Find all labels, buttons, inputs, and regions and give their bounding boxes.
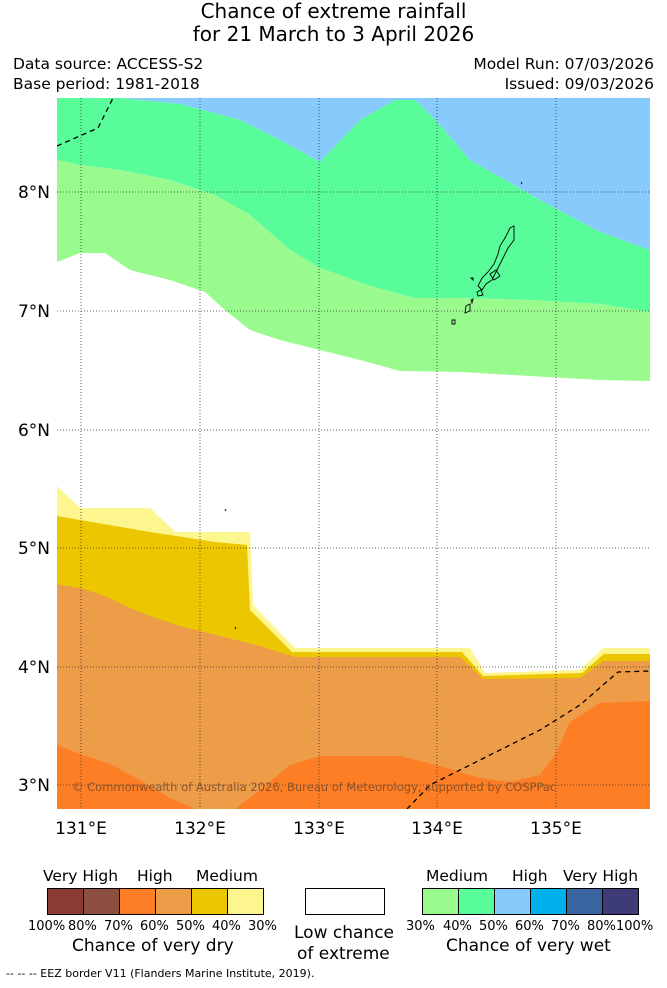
latitude-labels: 8°N 7°N 6°N 5°N 4°N 3°N bbox=[18, 183, 50, 796]
dry-pct-80: 80% bbox=[68, 919, 97, 934]
wet-pct-30: 30% bbox=[406, 919, 435, 934]
title-line-1: Chance of extreme rainfall bbox=[200, 0, 467, 23]
wet-pct-100: 100% bbox=[616, 919, 654, 934]
lat-label-4n: 4°N bbox=[18, 658, 50, 678]
wet-swatch-50-60 bbox=[494, 888, 531, 915]
wet-caption: Chance of very wet bbox=[446, 936, 611, 956]
title-line-2: for 21 March to 3 April 2026 bbox=[192, 22, 475, 46]
dry-swatch-50-40 bbox=[191, 888, 228, 915]
wet-pct-70: 70% bbox=[551, 919, 580, 934]
wet-pct-80: 80% bbox=[587, 919, 616, 934]
dry-header-medium: Medium bbox=[196, 867, 258, 885]
dry-pct-30: 30% bbox=[248, 919, 277, 934]
eez-border-north bbox=[57, 98, 114, 147]
dry-pct-60: 60% bbox=[140, 919, 169, 934]
palau-islands bbox=[224, 181, 523, 630]
wet-swatch-40-50 bbox=[458, 888, 495, 915]
wet-40pct-region bbox=[57, 98, 650, 312]
dry-pct-40: 40% bbox=[212, 919, 241, 934]
wet-pct-50: 50% bbox=[479, 919, 508, 934]
lon-label-134e: 134°E bbox=[411, 819, 463, 839]
issued-date: Issued: 09/03/2026 bbox=[504, 75, 654, 93]
dry-swatch-40-30 bbox=[227, 888, 264, 915]
lon-label-135e: 135°E bbox=[530, 819, 582, 839]
data-source: Data source: ACCESS-S2 bbox=[13, 55, 204, 73]
wet-header-very-high: Very High bbox=[563, 867, 639, 885]
lon-label-131e: 131°E bbox=[55, 819, 107, 839]
lat-label-7n: 7°N bbox=[18, 302, 50, 322]
wet-swatch-30-40 bbox=[422, 888, 459, 915]
dry-swatch-70-60 bbox=[119, 888, 156, 915]
dry-swatch-60-50 bbox=[155, 888, 192, 915]
wet-50pct-region bbox=[57, 98, 650, 250]
wet-swatch-80-100 bbox=[602, 888, 639, 915]
dry-header-very-high: Very High bbox=[43, 867, 119, 885]
dry-pct-50: 50% bbox=[176, 919, 205, 934]
lon-label-133e: 133°E bbox=[293, 819, 345, 839]
longitude-labels: 131°E 132°E 133°E 134°E 135°E bbox=[55, 819, 582, 839]
low-caption-line-2: of extreme bbox=[297, 944, 390, 964]
wet-30pct-region bbox=[57, 160, 650, 381]
wet-swatch-70-80 bbox=[566, 888, 603, 915]
dry-caption: Chance of very dry bbox=[72, 936, 234, 956]
low-caption-line-1: Low chance bbox=[294, 923, 394, 943]
dry-60pct-region bbox=[57, 584, 650, 809]
dry-swatch-100-80 bbox=[47, 888, 84, 915]
lat-label-3n: 3°N bbox=[18, 776, 50, 796]
wet-swatch-60-70 bbox=[530, 888, 567, 915]
base-period: Base period: 1981-2018 bbox=[13, 75, 200, 93]
rainfall-map: 8°N 7°N 6°N 5°N 4°N 3°N 131°E 132°E 133°… bbox=[18, 98, 650, 839]
dry-70pct-region bbox=[57, 745, 195, 809]
wet-pct-40: 40% bbox=[443, 919, 472, 934]
dry-header-high: High bbox=[137, 867, 173, 885]
lat-label-5n: 5°N bbox=[18, 539, 50, 559]
eez-footnote: -- -- -- EEZ border V11 (Flanders Marine… bbox=[6, 967, 315, 980]
wet-header-high: High bbox=[512, 867, 548, 885]
dry-pct-70: 70% bbox=[104, 919, 133, 934]
dry-swatch-80-70 bbox=[83, 888, 120, 915]
lat-label-6n: 6°N bbox=[18, 421, 50, 441]
wet-header-medium: Medium bbox=[426, 867, 488, 885]
wet-pct-60: 60% bbox=[515, 919, 544, 934]
dry-pct-100: 100% bbox=[28, 919, 66, 934]
eez-border-south bbox=[406, 670, 650, 809]
lon-label-132e: 132°E bbox=[174, 819, 226, 839]
model-run: Model Run: 07/03/2026 bbox=[473, 55, 654, 73]
dry-70pct-region-middle bbox=[235, 701, 650, 809]
copyright-notice: © Commonwealth of Australia 2026, Bureau… bbox=[72, 780, 556, 794]
lat-label-8n: 8°N bbox=[18, 183, 50, 203]
low-chance-swatch bbox=[305, 888, 385, 915]
